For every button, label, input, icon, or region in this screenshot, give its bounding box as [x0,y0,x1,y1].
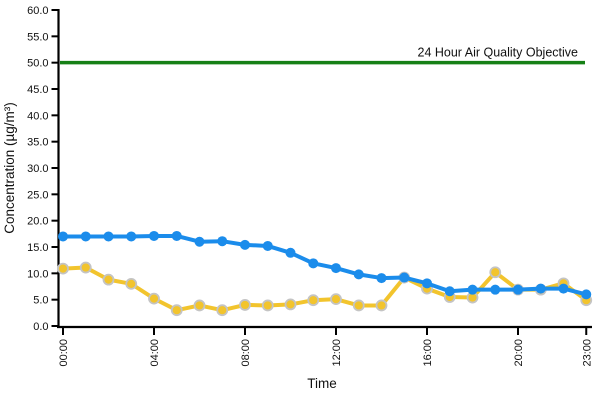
blue-series-marker [376,273,387,284]
blue-series-line [61,233,589,297]
blue-series-marker [80,231,91,242]
blue-series-marker [353,269,364,280]
yellow-series-marker [489,266,502,279]
yellow-series-marker [148,292,160,305]
blue-series-marker [513,284,523,295]
y-tick-label: 60.0 [27,5,48,17]
yellow-series-marker [284,298,297,311]
blue-series-marker [194,236,205,247]
x-tick-label: 23:00 [581,339,593,367]
y-tick-label: 40.0 [27,110,48,122]
y-tick-label: 20.0 [27,216,48,228]
blue-series-marker [308,258,319,269]
y-axis-title: Concentration (µg/m³) [2,102,17,234]
yellow-series-marker [261,299,274,312]
blue-series-marker [126,231,137,242]
yellow-series-marker [57,262,69,275]
blue-series-marker [331,263,341,274]
y-tick-label: 45.0 [27,84,48,96]
blue-series-marker [581,289,592,300]
y-tick-label: 55.0 [27,31,48,43]
y-tick-label: 5.0 [33,295,48,307]
blue-series-marker [558,283,569,294]
x-tick-label: 00:00 [58,339,70,367]
blue-series-marker [217,236,228,247]
x-tick-label: 20:00 [513,339,525,367]
blue-series-marker [467,284,478,295]
x-tick-label: 04:00 [149,339,161,367]
blue-series-marker [285,247,296,258]
blue-series-marker [149,230,159,241]
y-tick-label: 10.0 [27,268,48,280]
blue-series-marker [490,284,501,295]
y-tick-label: 30.0 [27,163,48,175]
blue-series-marker [262,240,273,251]
yellow-series-marker [352,299,365,312]
blue-series-marker [103,231,114,242]
y-tick-label: 25.0 [27,189,48,201]
x-tick-label: 08:00 [240,339,252,367]
blue-series-marker [444,286,455,297]
y-tick-label: 15.0 [27,242,48,254]
yellow-series-marker [79,261,92,274]
y-tick-label: 35.0 [27,137,48,149]
yellow-series-marker [193,299,206,312]
blue-series-marker [422,278,432,289]
yellow-series-marker [170,304,183,317]
yellow-series-marker [125,277,138,290]
blue-series-marker [58,231,68,242]
yellow-series-marker [330,293,342,306]
blue-series-marker [399,272,410,283]
yellow-series-marker [375,299,388,312]
y-tick-label: 50.0 [27,58,48,70]
objective-label: 24 Hour Air Quality Objective [418,46,579,60]
blue-series-marker [535,283,546,294]
yellow-series-marker [216,304,229,317]
y-tick-label: 0.0 [33,321,48,333]
x-axis-title: Time [307,376,337,391]
x-tick-label: 12:00 [331,339,343,367]
yellow-series-marker [239,299,251,311]
x-tick-label: 16:00 [422,339,434,367]
yellow-series-marker [102,273,115,286]
blue-series-marker [240,239,250,250]
blue-series-marker [171,230,182,241]
yellow-series-marker [307,294,320,307]
